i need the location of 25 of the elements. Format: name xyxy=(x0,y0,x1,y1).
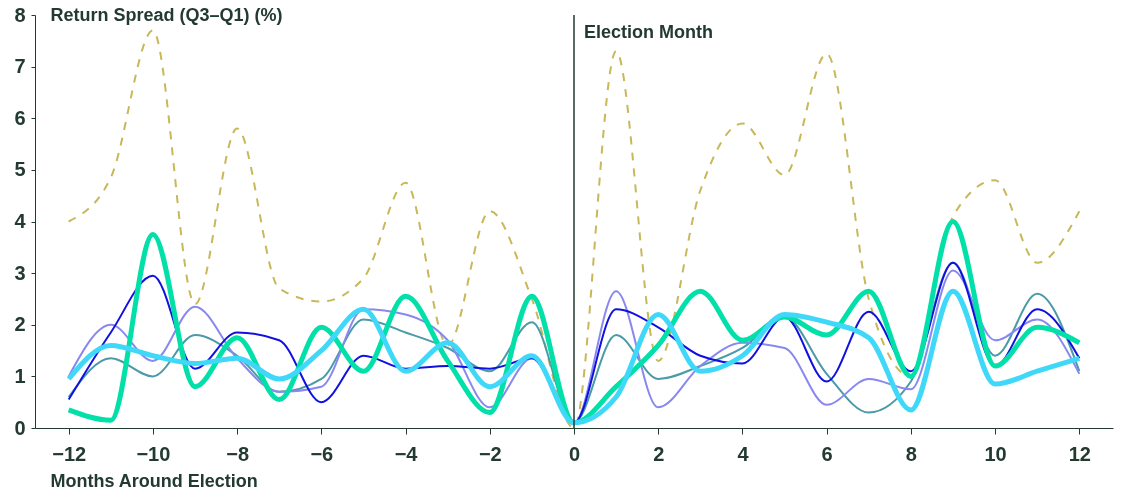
y-tick-label: 5 xyxy=(14,158,26,181)
y-tick-label: 7 xyxy=(14,55,26,78)
x-tick-label: 0 xyxy=(568,442,581,465)
y-tick-label: 4 xyxy=(14,210,27,232)
x-tick-label: 10 xyxy=(984,442,1007,465)
y-axis-title: Return Spread (Q3–Q1) (%) xyxy=(50,4,283,25)
y-tick-label: 2 xyxy=(14,313,26,336)
x-tick-label: −10 xyxy=(136,442,171,465)
x-tick-label: 4 xyxy=(737,442,750,465)
x-tick-label: −8 xyxy=(226,442,250,465)
x-tick-label: −6 xyxy=(310,442,334,465)
y-tick-label: 8 xyxy=(14,3,26,26)
x-tick-label: −4 xyxy=(394,442,419,465)
x-tick-label: −12 xyxy=(52,442,87,465)
x-tick-label: 6 xyxy=(821,442,833,465)
x-tick-label: −2 xyxy=(478,442,502,465)
y-tick-label: 3 xyxy=(14,261,26,284)
ref-line-label: Election Month xyxy=(584,22,713,42)
x-tick-label: 2 xyxy=(653,442,665,465)
y-tick-label: 6 xyxy=(14,106,26,129)
y-tick-label: 1 xyxy=(14,364,26,387)
x-tick-label: 8 xyxy=(905,442,917,465)
y-tick-label: 0 xyxy=(14,416,26,439)
x-axis-title: Months Around Election xyxy=(50,470,258,491)
x-tick-label: 12 xyxy=(1068,442,1091,465)
